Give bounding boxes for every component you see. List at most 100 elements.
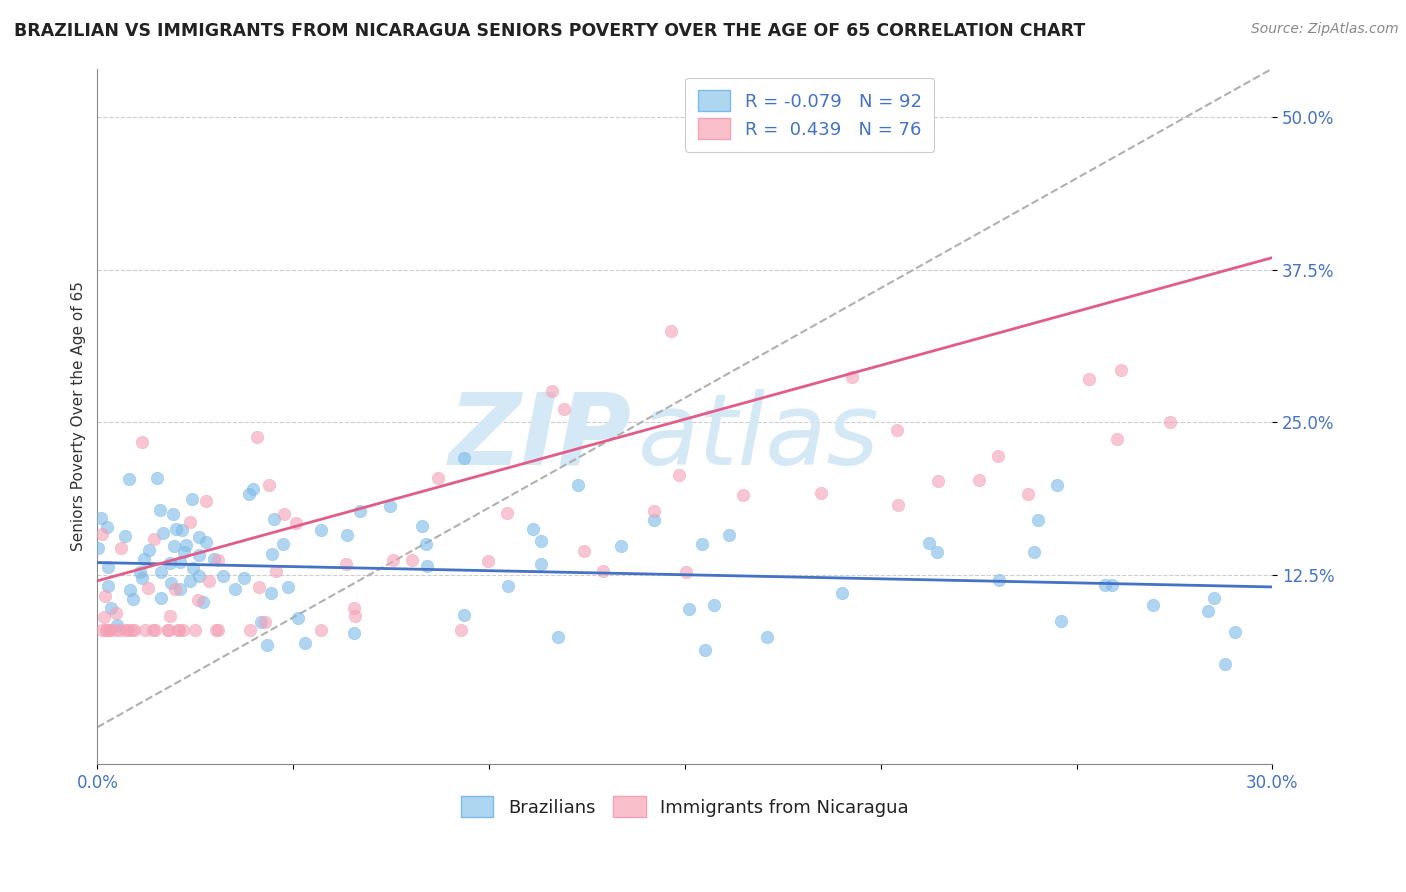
Point <box>176 538 198 552</box>
Point <box>309 523 332 537</box>
Point <box>98 623 121 637</box>
Point <box>224 582 246 596</box>
Point <box>553 402 575 417</box>
Point <box>188 549 211 563</box>
Point <box>1101 578 1123 592</box>
Point <box>287 611 309 625</box>
Point <box>184 623 207 637</box>
Point <box>179 515 201 529</box>
Point <box>411 519 433 533</box>
Point <box>149 591 172 605</box>
Point <box>118 472 141 486</box>
Point <box>91 527 114 541</box>
Point <box>173 545 195 559</box>
Point <box>110 541 132 555</box>
Point <box>172 623 194 637</box>
Point <box>643 513 665 527</box>
Point <box>124 623 146 637</box>
Point <box>495 507 517 521</box>
Point <box>311 623 333 637</box>
Text: ZIP: ZIP <box>449 389 633 485</box>
Point <box>150 566 173 580</box>
Point <box>179 574 201 588</box>
Point <box>266 564 288 578</box>
Point <box>416 559 439 574</box>
Point <box>233 571 256 585</box>
Point <box>886 498 908 512</box>
Point <box>187 593 209 607</box>
Point <box>1213 657 1236 672</box>
Point <box>260 586 283 600</box>
Point <box>277 580 299 594</box>
Point <box>104 606 127 620</box>
Point <box>609 539 631 553</box>
Point <box>1077 372 1099 386</box>
Point <box>343 601 366 615</box>
Point <box>195 535 218 549</box>
Point <box>1204 591 1226 605</box>
Point <box>249 615 271 630</box>
Point <box>204 623 226 637</box>
Point <box>239 623 262 637</box>
Point <box>159 608 181 623</box>
Point <box>263 512 285 526</box>
Point <box>170 523 193 537</box>
Point <box>254 615 277 629</box>
Point <box>530 534 553 549</box>
Point <box>1050 614 1073 628</box>
Point <box>927 474 949 488</box>
Point <box>86 541 108 556</box>
Point <box>335 557 357 571</box>
Point <box>1094 578 1116 592</box>
Point <box>675 565 697 579</box>
Point <box>401 553 423 567</box>
Point <box>257 477 280 491</box>
Point <box>382 552 405 566</box>
Point <box>284 516 307 530</box>
Point <box>202 551 225 566</box>
Point <box>212 568 235 582</box>
Point <box>886 423 908 437</box>
Point <box>1046 478 1069 492</box>
Point <box>98 623 121 637</box>
Point <box>925 545 948 559</box>
Point <box>831 586 853 600</box>
Point <box>100 601 122 615</box>
Point <box>162 539 184 553</box>
Point <box>841 369 863 384</box>
Point <box>163 582 186 596</box>
Point <box>187 569 209 583</box>
Point <box>690 537 713 551</box>
Point <box>703 598 725 612</box>
Point <box>117 623 139 637</box>
Point <box>167 623 190 637</box>
Point <box>194 494 217 508</box>
Point <box>131 434 153 449</box>
Point <box>273 507 295 521</box>
Point <box>131 572 153 586</box>
Point <box>242 483 264 497</box>
Point <box>678 602 700 616</box>
Point <box>167 623 190 637</box>
Point <box>733 488 755 502</box>
Point <box>169 555 191 569</box>
Point <box>967 473 990 487</box>
Text: atlas: atlas <box>638 389 880 485</box>
Point <box>450 623 472 637</box>
Point <box>693 642 716 657</box>
Point <box>193 595 215 609</box>
Point <box>271 537 294 551</box>
Point <box>207 623 229 637</box>
Point <box>165 522 187 536</box>
Point <box>378 499 401 513</box>
Point <box>987 449 1010 463</box>
Point <box>344 609 367 624</box>
Point <box>1109 363 1132 377</box>
Point <box>453 608 475 623</box>
Point <box>917 535 939 549</box>
Point <box>169 582 191 597</box>
Point <box>643 504 665 518</box>
Point <box>256 638 278 652</box>
Point <box>1142 598 1164 612</box>
Point <box>146 471 169 485</box>
